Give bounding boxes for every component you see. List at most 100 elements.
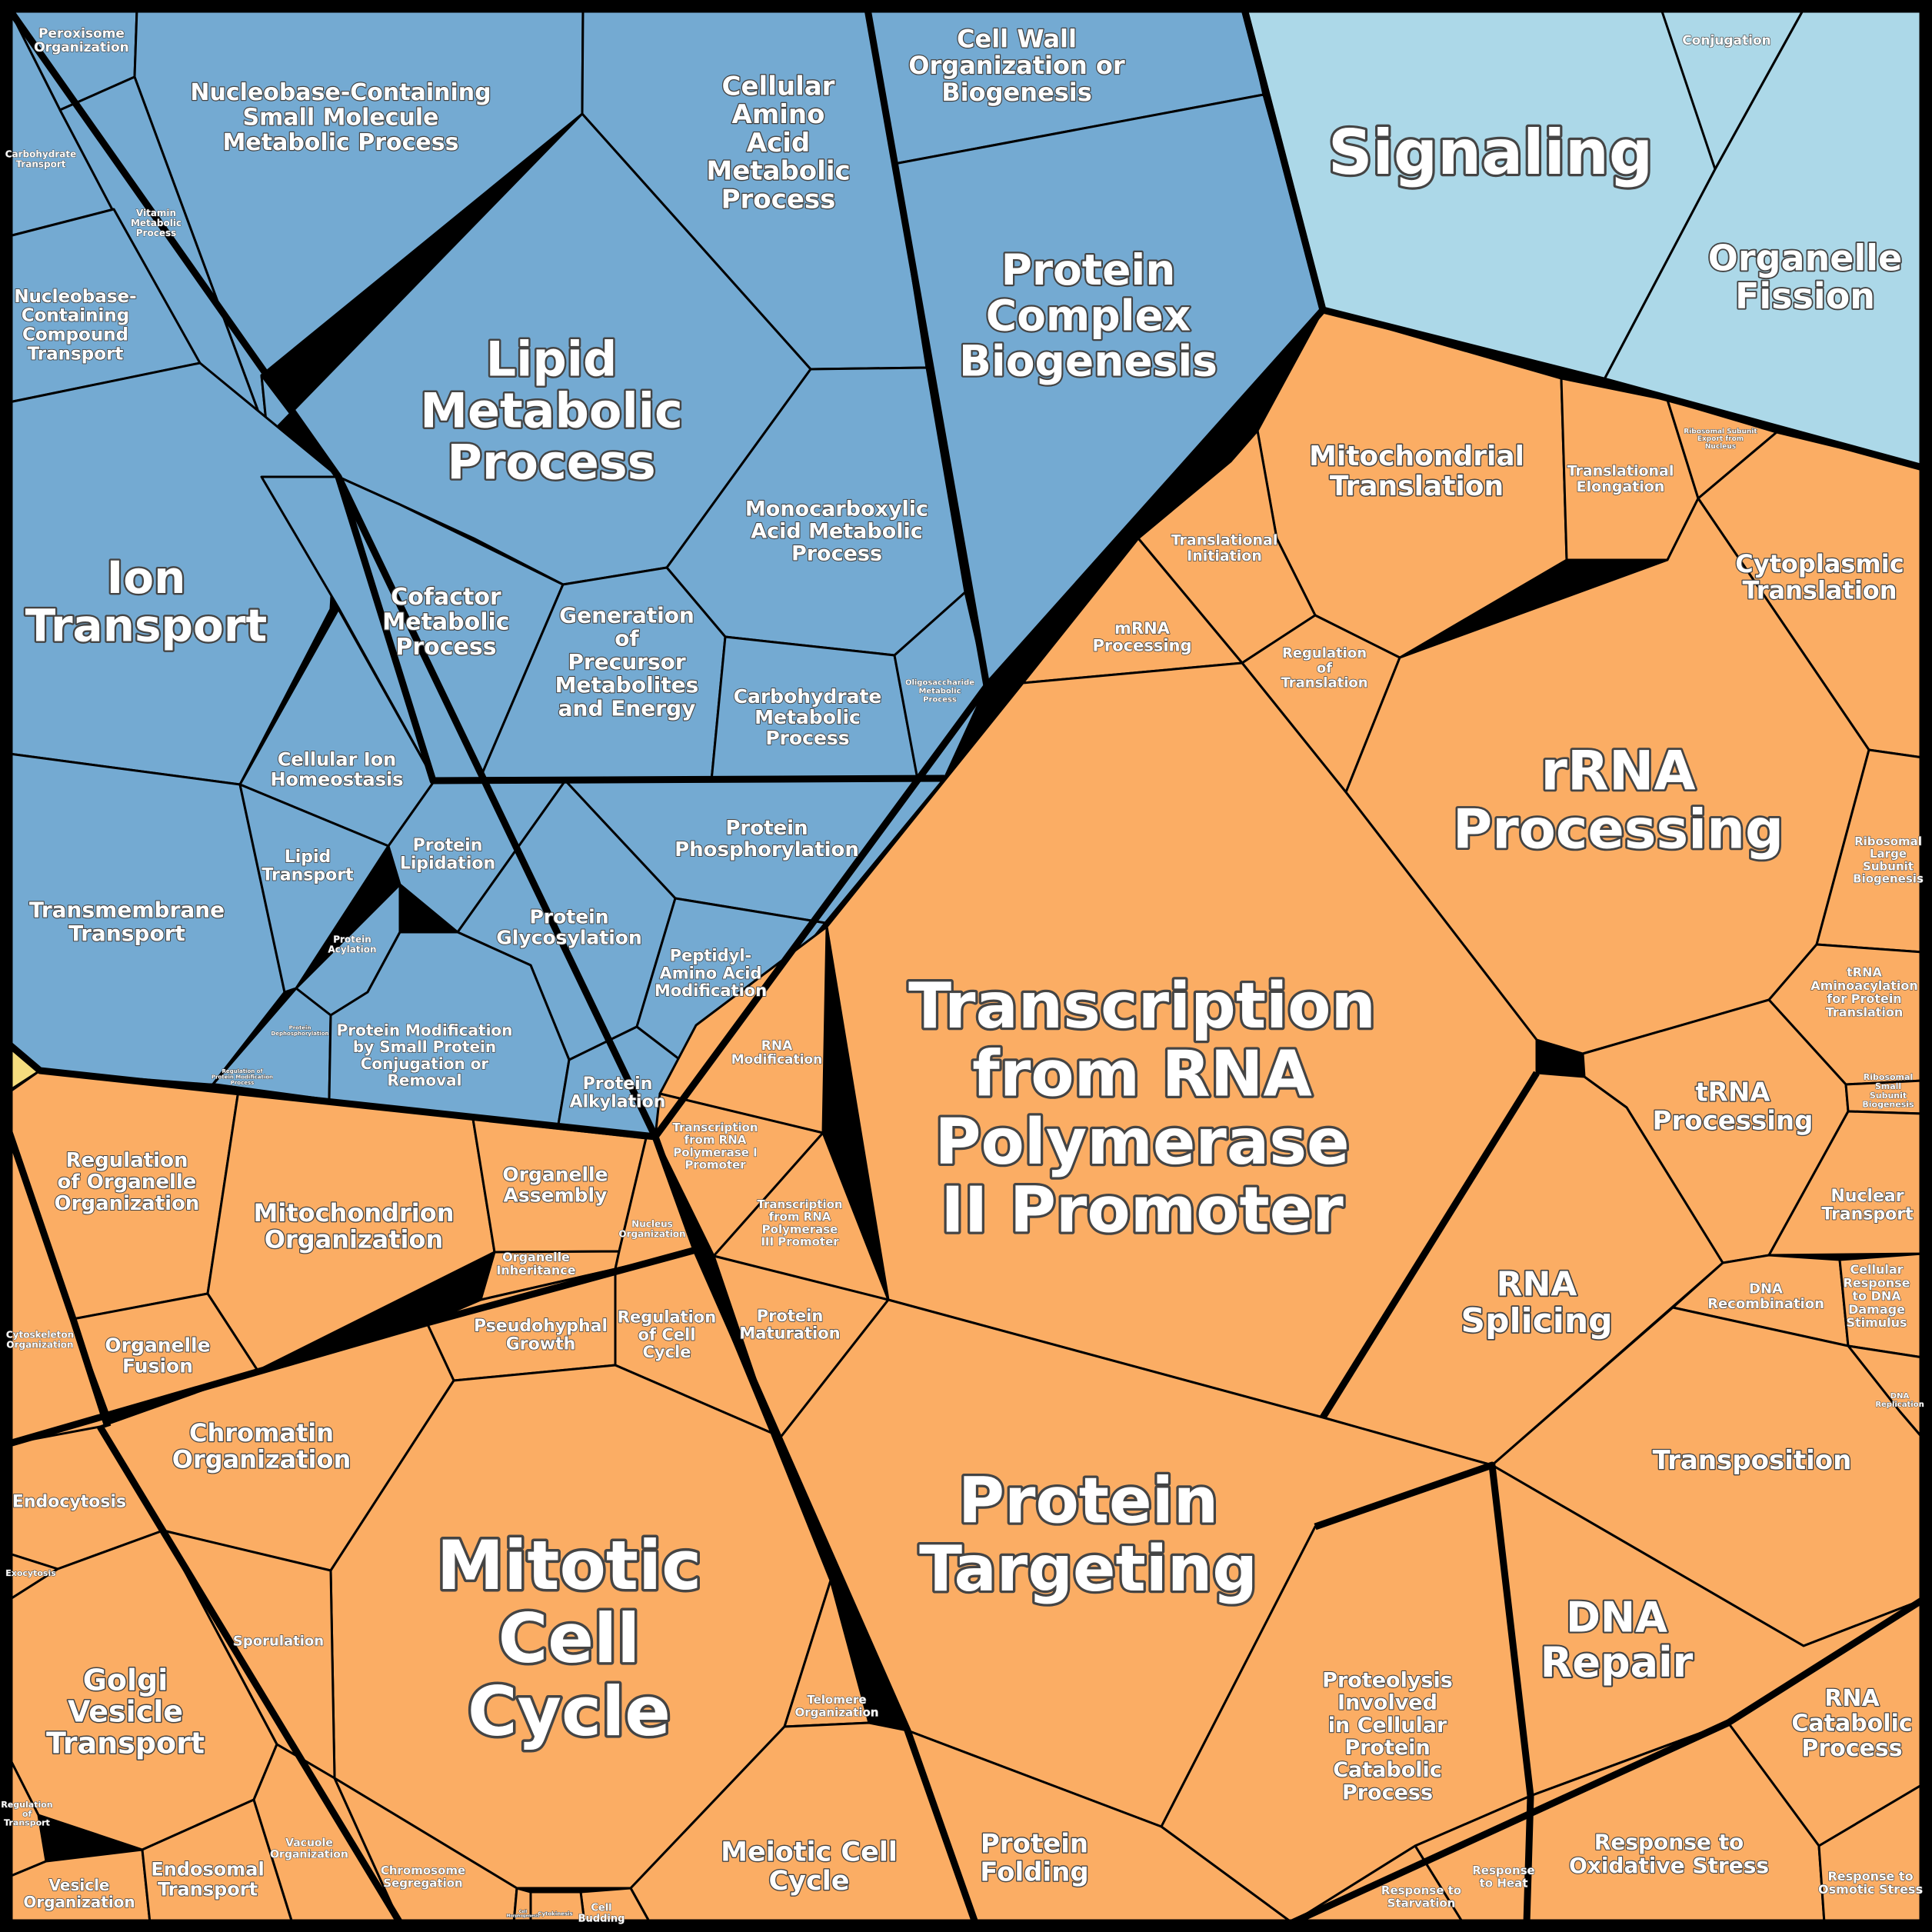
label-trna-processing: tRNA Processing bbox=[1653, 1078, 1814, 1137]
label-protein-acylation: Protein Acylation bbox=[328, 934, 376, 955]
label-nucleus-org: Nucleus Organization bbox=[618, 1219, 685, 1240]
label-cellular-dna-damage: Cellular Response to DNA Damage Stimulus bbox=[1844, 1262, 1910, 1330]
label-vitamin: Vitamin Metabolic Process bbox=[131, 208, 182, 238]
label-reg-organelle: Regulation of Organelle Organization bbox=[55, 1149, 200, 1215]
label-dna-repair: DNA Repair bbox=[1541, 1594, 1694, 1687]
group-border-7 bbox=[5, 1131, 112, 1428]
label-cell-wall: Cell Wall Organization or Biogenesis bbox=[908, 25, 1125, 107]
label-protein-phosphorylation: Protein Phosphorylation bbox=[675, 817, 859, 861]
label-ribosomal-export: Ribosomal Subunit Export from Nucleus bbox=[1684, 428, 1757, 450]
label-cyto-translation: Cytoplasmic Translation bbox=[1735, 549, 1904, 605]
label-reg-transport: Regulation of Transport bbox=[1, 1800, 52, 1828]
group-border-3 bbox=[864, 8, 991, 687]
label-telomere: Telomere Organization bbox=[795, 1693, 879, 1719]
label-mitochondrion-org: Mitochondrion Organization bbox=[253, 1198, 454, 1254]
label-response-heat: Response to Heat bbox=[1472, 1864, 1534, 1890]
group-border-5 bbox=[651, 1135, 979, 1924]
label-signaling: Signaling bbox=[1328, 117, 1653, 188]
label-conjugation: Conjugation bbox=[1682, 33, 1771, 48]
label-protein-depho: Protein Dephosphorylation bbox=[271, 1025, 328, 1038]
label-protein-lipidation: Protein Lipidation bbox=[400, 836, 495, 874]
label-response-starvation: Response to Starvation bbox=[1381, 1884, 1461, 1910]
label-mito-translation: Mitochondrial Translation bbox=[1309, 441, 1524, 502]
label-rna-splicing: RNA Splicing bbox=[1461, 1265, 1612, 1341]
label-organelle-fusion: Organelle Fusion bbox=[105, 1334, 210, 1377]
label-ion-transport: Ion Transport bbox=[25, 551, 267, 652]
label-mrna-processing: mRNA Processing bbox=[1092, 619, 1191, 655]
group-border-12 bbox=[5, 5, 1927, 1927]
label-transcription-pol2: Transcription from RNA Polymerase II Promot… bbox=[908, 970, 1376, 1247]
label-peroxisome: Peroxisome Organization bbox=[34, 26, 129, 55]
label-transl-initiation: Translational Initiation bbox=[1171, 531, 1278, 565]
label-nucleobase-transport: Nucleobase-Containing Compound Transport bbox=[14, 287, 136, 365]
label-cell-morphogenesis: Cell Morphogenesis bbox=[506, 1910, 539, 1918]
label-cofactor: Cofactor Metabolic Process bbox=[382, 584, 509, 661]
label-reg-translation: Regulation of Translation bbox=[1281, 645, 1367, 691]
label-transmembrane: Transmembrane Transport bbox=[29, 898, 225, 946]
label-carbohydrate-metabolic: Carbohydrate Metabolic Process bbox=[734, 685, 882, 749]
label-lipid-transport: Lipid Transport bbox=[261, 848, 354, 885]
group-border-6 bbox=[8, 1246, 698, 1447]
label-vesicle-org: Vesicle Organization bbox=[23, 1876, 135, 1911]
label-nuclear-transport: Nuclear Transport bbox=[1821, 1187, 1914, 1224]
label-mitotic-cell-cycle: Mitotic Cell Cycle bbox=[437, 1526, 702, 1751]
label-organelle-inheritance: Organelle Inheritance bbox=[496, 1250, 575, 1277]
label-organelle-fission: Organelle Fission bbox=[1708, 237, 1902, 317]
label-dna-replication: DNA Replication bbox=[1875, 1392, 1924, 1409]
label-oligosaccharide: Oligosaccharide Metabolic Process bbox=[905, 679, 974, 705]
label-cellular-ion: Cellular Ion Homeostasis bbox=[270, 748, 403, 790]
cell-oligosaccharide bbox=[893, 591, 988, 781]
label-reg-protein-mod: Regulation of Protein Modification Process bbox=[212, 1068, 273, 1086]
label-response-osmotic: Response to Osmotic Stress bbox=[1818, 1869, 1923, 1897]
label-reg-cell-cycle: Regulation of Cell Cycle bbox=[618, 1308, 716, 1361]
label-protein-targeting: Protein Targeting bbox=[919, 1464, 1257, 1606]
group-border-4 bbox=[335, 475, 945, 784]
label-organelle-assembly: Organelle Assembly bbox=[502, 1163, 608, 1206]
label-golgi: Golgi Vesicle Transport bbox=[46, 1663, 205, 1760]
label-cell-budding: Cell Budding bbox=[578, 1903, 625, 1925]
label-protein-maturation: Protein Maturation bbox=[739, 1307, 840, 1343]
label-cellular-amino: Cellular Amino Acid Metabolic Process bbox=[706, 71, 850, 215]
label-nucleobase-small: Nucleobase-Containing Small Molecule Metab… bbox=[190, 79, 491, 156]
label-chromatin: Chromatin Organization bbox=[172, 1418, 351, 1474]
label-rna-modification: RNA Modification bbox=[731, 1038, 822, 1068]
label-protein-alkylation: Protein Alkylation bbox=[570, 1074, 666, 1112]
group-border-11 bbox=[1320, 1071, 1540, 1420]
group-border-8 bbox=[97, 1424, 403, 1925]
label-chromosome-seg: Chromosome Segregation bbox=[381, 1864, 465, 1890]
label-protein-complex: Protein Complex Biogenesis bbox=[959, 245, 1217, 386]
label-generation-precursor: Generation of Precursor Metabolites and Ener… bbox=[555, 602, 699, 721]
label-trna-amino: tRNA Aminoacylation for Protein Translation bbox=[1810, 965, 1917, 1020]
label-protein-folding: Protein Folding bbox=[980, 1829, 1088, 1888]
label-sporulation: Sporulation bbox=[233, 1633, 324, 1649]
label-monocarboxylic: Monocarboxylic Acid Metabolic Process bbox=[745, 497, 928, 565]
label-rrna: rRNA Processing bbox=[1453, 740, 1784, 861]
label-meiotic: Meiotic Cell Cycle bbox=[721, 1837, 898, 1897]
label-transposition: Transposition bbox=[1653, 1445, 1852, 1476]
label-carbohydrate-transport: Carbohydrate Transport bbox=[5, 149, 77, 170]
label-transcription-pol3: Transcription from RNA Polymerase III Promo… bbox=[757, 1198, 842, 1249]
label-ribosomal-small: Ribosomal Small Subunit Biogenesis bbox=[1862, 1072, 1914, 1110]
label-cytokinesis: Cytokinesis bbox=[538, 1910, 572, 1917]
label-lipid-metabolic: Lipid Metabolic Process bbox=[420, 331, 682, 491]
group-border-9 bbox=[1314, 1461, 1534, 1924]
label-vacuole: Vacuole Organization bbox=[270, 1837, 348, 1860]
group-border-10 bbox=[1291, 1597, 1925, 1927]
label-cytoskeleton-org: Cytoskeleton Organization bbox=[6, 1330, 74, 1351]
label-proteolysis: Proteolysis Involved in Cellular Protein Cat… bbox=[1322, 1669, 1453, 1805]
label-dna-recombination: DNA Recombination bbox=[1707, 1281, 1824, 1312]
label-ribosomal-large: Ribosomal Large Subunit Biogenesis bbox=[1853, 834, 1924, 886]
label-protein-glycosylation: Protein Glycosylation bbox=[496, 905, 642, 948]
label-transcription-pol1: Transcription from RNA Polymerase I Promote… bbox=[672, 1121, 758, 1172]
label-rna-catabolic: RNA Catabolic Process bbox=[1791, 1685, 1912, 1762]
label-endosomal: Endosomal Transport bbox=[151, 1858, 264, 1900]
label-endocytosis: Endocytosis bbox=[12, 1493, 126, 1512]
label-exocytosis: Exocytosis bbox=[5, 1568, 56, 1578]
label-pseudohyphal: Pseudohyphal Growth bbox=[474, 1317, 608, 1354]
label-response-oxidative: Response to Oxidative Stress bbox=[1569, 1830, 1769, 1878]
label-transl-elongation: Translational Elongation bbox=[1567, 462, 1674, 495]
label-peptidyl: Peptidyl-Amino Acid Modification bbox=[655, 947, 767, 1000]
label-protein-mod-small: Protein Modification by Small Protein Conj… bbox=[337, 1021, 513, 1090]
